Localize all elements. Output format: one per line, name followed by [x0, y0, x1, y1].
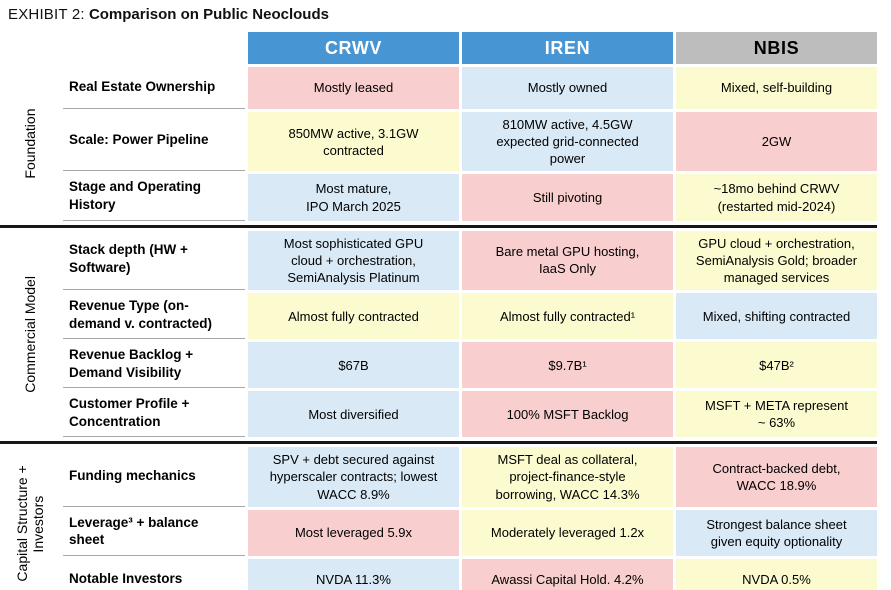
- data-cell-crwv: Most leveraged 5.9x: [248, 509, 459, 556]
- section: Commercial Model Stack depth (HW + Softwa…: [0, 224, 877, 438]
- data-cell-nbis: NVDA 0.5%: [676, 558, 877, 590]
- data-cell-crwv: Mostly leased: [248, 67, 459, 109]
- exhibit-title-main: Comparison on Public Neoclouds: [88, 6, 329, 23]
- data-cell-crwv: Most sophisticated GPU cloud + orchestra…: [248, 230, 459, 291]
- row-label: Stage and Operating History: [63, 174, 245, 221]
- row-label: Revenue Backlog + Demand Visibility: [63, 342, 245, 389]
- column-header-crwv: CRWV: [248, 32, 459, 64]
- section-group-label: Capital Structure + Investors: [13, 465, 46, 583]
- exhibit-title-prefix: EXHIBIT 2:: [8, 6, 85, 23]
- data-cell-nbis: GPU cloud + orchestration, SemiAnalysis …: [676, 230, 877, 291]
- section: Foundation Real Estate Ownership Mostly le…: [0, 67, 877, 221]
- data-cell-iren: MSFT deal as collateral, project-finance…: [462, 447, 673, 507]
- row-label: Stack depth (HW + Software): [63, 231, 245, 291]
- row-label: Customer Profile + Concentration: [63, 391, 245, 438]
- data-cell-crwv: $67B: [248, 342, 459, 389]
- data-cell-iren: 810MW active, 4.5GW expected grid-connec…: [462, 112, 673, 172]
- data-cell-nbis: ~18mo behind CRWV (restarted mid-2024): [676, 174, 877, 221]
- data-cell-iren: Moderately leveraged 1.2x: [462, 509, 673, 556]
- section: Capital Structure + Investors Funding mec…: [0, 441, 877, 590]
- row-label: Leverage³ + balance sheet: [63, 510, 245, 556]
- data-cell-crwv: Almost fully contracted: [248, 293, 459, 340]
- row-label: Scale: Power Pipeline: [63, 112, 245, 172]
- row-label: Notable Investors: [69, 571, 183, 587]
- data-cell-crwv: NVDA 11.3%: [248, 558, 459, 590]
- table-body: Foundation Real Estate Ownership Mostly le…: [0, 67, 877, 590]
- row-label: Revenue Type (on- demand v. contracted): [63, 293, 245, 340]
- data-cell-nbis: 2GW: [676, 112, 877, 172]
- data-cell-nbis: Contract-backed debt, WACC 18.9%: [676, 447, 877, 507]
- data-cell-iren: Awassi Capital Hold. 4.2%: [462, 558, 673, 590]
- data-cell-iren: $9.7B¹: [462, 342, 673, 389]
- data-cell-nbis: Mixed, self-building: [676, 67, 877, 109]
- data-cell-iren: Almost fully contracted¹: [462, 293, 673, 340]
- section-group-label: Commercial Model: [21, 275, 38, 393]
- data-cell-nbis: Mixed, shifting contracted: [676, 293, 877, 340]
- data-cell-iren: Still pivoting: [462, 174, 673, 221]
- data-cell-iren: 100% MSFT Backlog: [462, 391, 673, 438]
- data-cell-crwv: 850MW active, 3.1GW contracted: [248, 112, 459, 172]
- column-header-nbis: NBIS: [676, 32, 877, 64]
- data-cell-iren: Bare metal GPU hosting, IaaS Only: [462, 230, 673, 291]
- data-cell-crwv: Most mature, IPO March 2025: [248, 174, 459, 221]
- table-header-row: CRWV IREN NBIS: [0, 32, 877, 64]
- data-cell-iren: Mostly owned: [462, 67, 673, 109]
- row-label: Funding mechanics: [63, 447, 245, 507]
- data-cell-nbis: $47B²: [676, 342, 877, 389]
- data-cell-nbis: MSFT + META represent ~ 63%: [676, 391, 877, 438]
- section-group-label: Foundation: [21, 108, 38, 179]
- row-label: Real Estate Ownership: [63, 67, 245, 109]
- data-cell-crwv: SPV + debt secured against hyperscaler c…: [248, 447, 459, 507]
- data-cell-crwv: Most diversified: [248, 391, 459, 438]
- exhibit-title: EXHIBIT 2: Comparison on Public Neocloud…: [0, 0, 891, 32]
- comparison-table: CRWV IREN NBIS Foundation Real Estate Owner…: [0, 32, 877, 590]
- data-cell-nbis: Strongest balance sheet given equity opt…: [676, 509, 877, 556]
- column-header-iren: IREN: [462, 32, 673, 64]
